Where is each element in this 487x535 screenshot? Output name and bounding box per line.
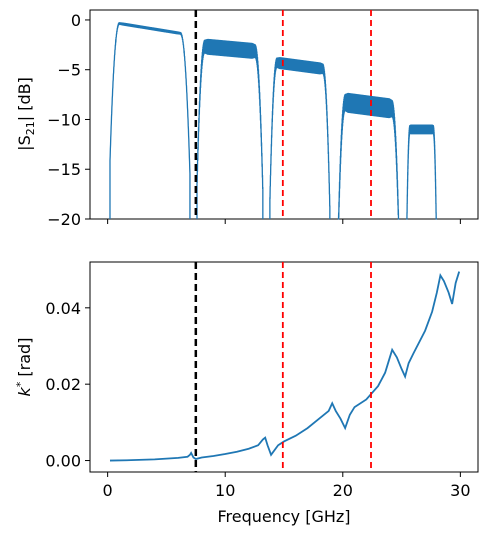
k-series-line [109,271,461,462]
s21-y-tick-label-1: 0 [71,11,81,30]
s21-passband-line-3 [269,57,331,219]
k-vlines-group [194,262,372,472]
s21-passband-line-2 [196,38,264,219]
k-ticks-group: 0 10 20 30 0.00 0.02 0.04 [45,299,470,500]
k-y-tick-label-2: 0.02 [45,375,81,394]
k-y-axis-label-main: k [15,386,34,396]
s21-passband-line-4 [337,92,400,220]
k-y-tick-label-1: 0.00 [45,452,81,471]
k-x-tick-label-2: 10 [215,481,235,500]
panel-s21-frame [89,9,479,220]
k-x-tick-label-4: 30 [450,481,470,500]
panel-k: 0 10 20 30 0.00 0.02 0.04 k* [rad] Frequency [… [14,261,479,526]
s21-series-group [109,22,437,220]
s21-y-axis-label-rest: | [dB] [15,77,34,121]
s21-passband-line-1 [109,22,191,219]
s21-passband-line-5 [406,124,437,220]
s21-y-axis-label-main: |S [15,135,34,151]
x-axis-label: Frequency [GHz] [217,507,350,526]
s21-y-tick-label-3: −10 [47,110,81,129]
s21-y-tick-label-5: −20 [47,210,81,229]
k-series-group [109,271,461,462]
k-x-tick-label-1: 0 [103,481,113,500]
k-y-axis-label-rest: [rad] [15,338,34,382]
s21-y-tick-label-4: −15 [47,160,81,179]
k-y-tick-label-3: 0.04 [45,299,81,318]
s21-y-axis-label-sub: 21 [24,121,37,135]
s21-vlines-group [194,10,372,219]
k-x-tick-label-3: 20 [333,481,353,500]
s21-y-axis-label: |S21| [dB] [15,77,37,151]
s21-y-tick-label-2: −5 [57,61,81,80]
k-y-axis-label-sup: * [14,381,27,387]
panel-s21: 0 −5 −10 −15 −20 |S21| [dB] [15,9,479,229]
k-y-axis-label: k* [rad] [14,338,34,397]
s21-ticks-group: 0 −5 −10 −15 −20 [47,11,461,229]
panel-k-frame [89,261,479,473]
